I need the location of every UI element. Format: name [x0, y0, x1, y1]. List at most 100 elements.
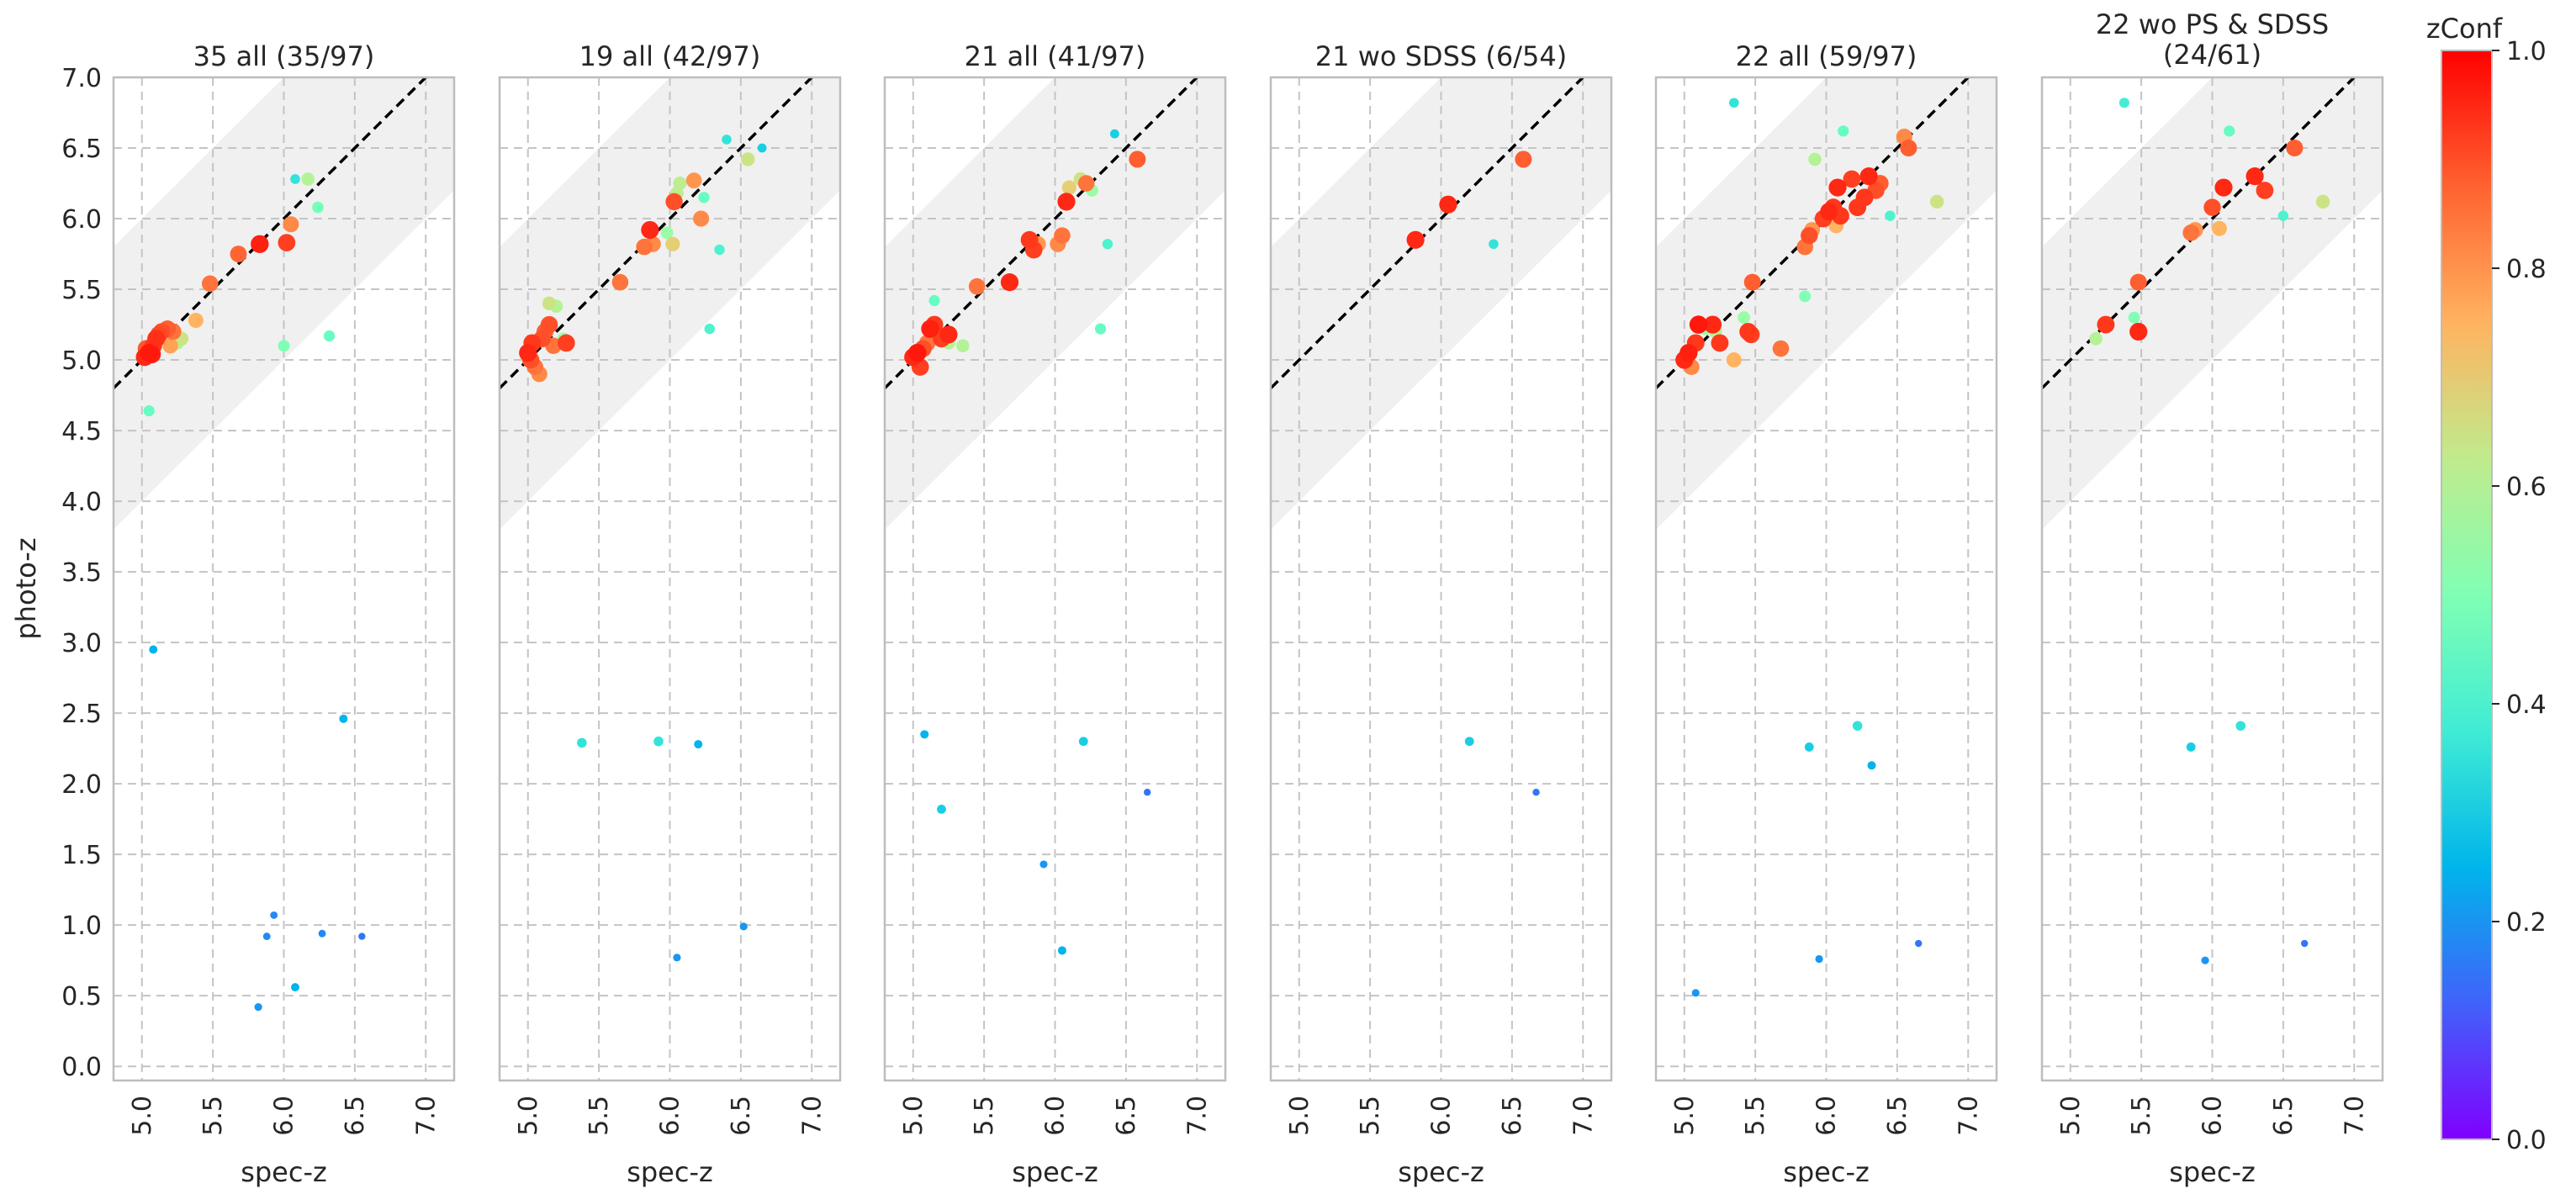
data-point: [2186, 742, 2196, 752]
data-point: [939, 325, 958, 344]
data-point: [1738, 311, 1751, 325]
data-point: [2129, 273, 2147, 291]
axes-frame: [112, 76, 456, 1082]
y-tick-label: 0.5: [61, 982, 102, 1012]
data-point: [1914, 939, 1923, 948]
data-point: [278, 234, 296, 251]
data-point: [928, 294, 940, 307]
data-point: [147, 330, 166, 348]
y-tick-label: 3.0: [61, 629, 102, 658]
data-point: [283, 216, 299, 233]
data-point: [1020, 230, 1039, 249]
scatter-panel-6: 22 wo PS & SDSS(24/61) 5.0 5.5 6.0 6.5 7.0 spe…: [2040, 8, 2384, 1188]
data-point: [757, 143, 767, 153]
data-point: [1464, 737, 1474, 747]
data-point: [2277, 210, 2289, 221]
data-point: [2128, 311, 2140, 324]
x-tick-label: 5.0: [1285, 1096, 1314, 1136]
data-point: [149, 645, 158, 654]
data-point: [542, 296, 557, 311]
data-point: [519, 344, 537, 362]
data-point: [1743, 273, 1761, 291]
axes-frame: [498, 76, 842, 1082]
panel-title: 22 all (59/97): [1736, 40, 1917, 72]
y-tick-label: 4.5: [61, 417, 102, 446]
data-point: [1820, 203, 1838, 221]
data-point: [2214, 178, 2233, 197]
data-point: [641, 220, 659, 240]
data-point: [254, 1003, 262, 1012]
data-point: [262, 932, 271, 941]
data-point: [318, 929, 326, 938]
data-point: [2203, 198, 2221, 216]
data-point: [2315, 194, 2330, 209]
data-point: [1801, 226, 1818, 245]
data-point: [290, 174, 300, 184]
data-point: [921, 320, 939, 338]
data-point: [714, 244, 725, 256]
data-point: [665, 193, 683, 211]
panel-title: 35 all (35/97): [193, 40, 375, 72]
data-point: [143, 404, 155, 417]
data-point: [1739, 323, 1758, 341]
data-point: [230, 246, 247, 262]
scatter-panel-4: 21 wo SDSS (6/54) 5.0 5.5 6.0 6.5 7.0 spec-z: [1269, 40, 1613, 1188]
x-tick-label: 5.5: [970, 1096, 999, 1136]
data-point: [1406, 230, 1425, 249]
x-tick-label: 5.0: [899, 1096, 928, 1136]
data-point: [323, 330, 336, 342]
y-tick-label: 7.0: [61, 64, 102, 93]
x-tick-label: 7.0: [411, 1096, 441, 1136]
y-tick-label: 5.5: [61, 276, 102, 305]
y-tick-label: 2.5: [61, 700, 102, 729]
x-tick-label: 5.5: [1356, 1096, 1385, 1136]
data-point: [698, 192, 710, 203]
x-tick-label: 6.0: [2198, 1096, 2228, 1136]
y-tick-label: 2.0: [61, 770, 102, 800]
data-point: [660, 226, 674, 240]
data-point: [920, 730, 929, 739]
plot-area: [1656, 77, 1997, 1080]
data-point: [636, 238, 653, 256]
data-point: [1855, 188, 1874, 207]
axes-frame: [1654, 76, 1998, 1082]
confidence-band: [114, 77, 454, 530]
data-point: [2089, 332, 2103, 346]
data-point: [2286, 139, 2304, 157]
colorbar-tick-label: 1.0: [2506, 37, 2547, 66]
data-point: [1838, 125, 1849, 137]
x-tick-label: 5.5: [584, 1096, 614, 1136]
panel-title: 21 wo SDSS (6/54): [1315, 40, 1567, 72]
colorbar-tick-label: 0.2: [2506, 908, 2547, 938]
data-point: [1711, 334, 1729, 352]
axes-frame: [883, 76, 1227, 1082]
data-point: [1703, 315, 1722, 334]
data-point: [1054, 227, 1071, 244]
x-tick-label: 7.0: [1954, 1096, 1983, 1136]
data-point: [685, 172, 702, 189]
data-point: [1532, 789, 1540, 796]
data-point: [1689, 315, 1708, 334]
confidence-band: [500, 77, 840, 530]
data-point: [704, 323, 715, 335]
y-tick-label: 4.0: [61, 488, 102, 517]
data-point: [1102, 239, 1113, 250]
data-point: [1828, 178, 1847, 197]
data-point: [1515, 151, 1532, 168]
data-point: [1039, 860, 1048, 869]
data-point: [577, 737, 587, 748]
data-point: [2129, 322, 2148, 341]
data-point: [956, 339, 970, 353]
data-point: [665, 236, 680, 251]
colorbar-tick-label: 0.4: [2506, 690, 2547, 720]
identity-line: [1271, 77, 1585, 389]
data-point: [1808, 152, 1822, 166]
data-point: [653, 736, 664, 747]
data-point: [1129, 151, 1146, 168]
data-point: [1799, 290, 1812, 303]
x-axis-label: spec-z: [241, 1156, 327, 1188]
data-point: [673, 954, 681, 962]
scatter-panel-3: 21 all (41/97) 5.0 5.5 6.0 6.5 7.0 spec-z: [883, 40, 1227, 1188]
y-tick-label: 6.0: [61, 205, 102, 235]
